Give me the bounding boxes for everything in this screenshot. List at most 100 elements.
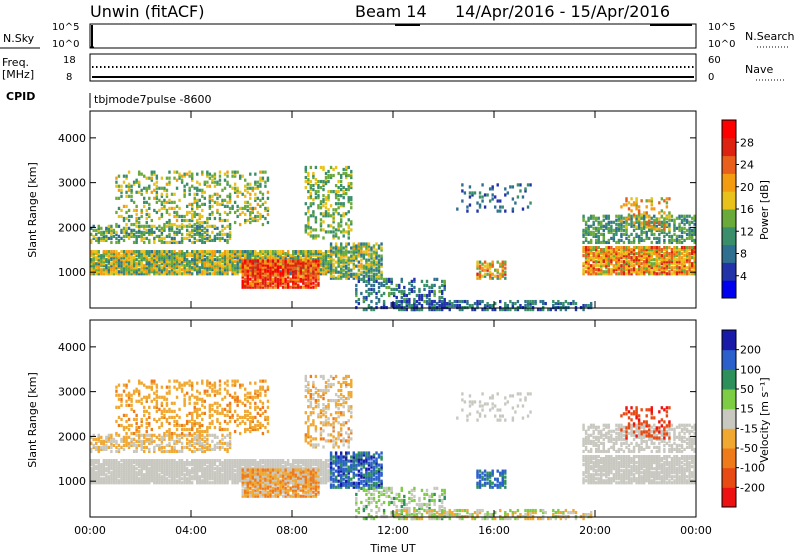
power-cell <box>605 262 608 266</box>
power-cell <box>155 262 159 266</box>
power-y-label: Slant Range [km] <box>26 162 39 258</box>
power-cell <box>228 224 232 228</box>
power-cell <box>180 238 184 243</box>
power-cell <box>206 230 209 234</box>
power-cell <box>688 270 691 274</box>
power-cell <box>198 266 201 270</box>
power-cell <box>347 270 350 274</box>
power-cell <box>587 250 590 254</box>
power-cell <box>163 272 166 276</box>
velocity-cell <box>125 465 128 469</box>
power-cell <box>481 183 484 187</box>
velocity-cell <box>110 475 113 479</box>
power-cell <box>163 236 166 241</box>
power-cell <box>110 240 113 245</box>
power-cell <box>640 245 643 250</box>
power-cell <box>185 232 189 236</box>
power-cell <box>648 219 651 223</box>
power-cell <box>150 258 153 262</box>
power-cell <box>319 179 323 184</box>
power-cell <box>642 238 646 243</box>
power-cell <box>655 245 658 250</box>
power-cell <box>668 218 671 222</box>
velocity-cell <box>112 469 116 473</box>
velocity-cell <box>97 479 100 483</box>
power-cell <box>334 165 338 170</box>
power-cell <box>342 190 345 194</box>
power-cell <box>289 261 292 265</box>
power-cell <box>499 262 502 266</box>
power-cell <box>281 261 285 265</box>
velocity-cell <box>244 461 247 465</box>
power-cell <box>238 254 242 258</box>
power-cell <box>191 252 194 256</box>
power-cell <box>642 266 646 270</box>
power-cell <box>112 252 116 256</box>
power-cell <box>486 193 489 197</box>
power-cell <box>130 228 133 232</box>
power-cell <box>620 234 623 238</box>
power-cell <box>148 270 151 274</box>
power-cell <box>582 228 585 232</box>
power-cell <box>372 274 376 278</box>
power-cell <box>312 212 315 216</box>
power-cell <box>342 185 345 190</box>
power-cell <box>140 272 143 276</box>
power-cell <box>314 267 318 271</box>
power-cell <box>350 228 353 232</box>
power-cell <box>637 264 641 268</box>
power-cell <box>582 245 585 250</box>
power-cell <box>357 250 361 254</box>
power-cell <box>100 258 103 262</box>
velocity-cell <box>95 467 98 471</box>
power-cell <box>642 252 646 256</box>
power-cell <box>241 261 244 265</box>
power-cell <box>135 224 138 228</box>
power-cell <box>264 254 267 258</box>
power-cell <box>483 272 487 276</box>
power-cell <box>398 289 401 294</box>
power-cell <box>350 250 353 254</box>
power-cell <box>226 266 229 270</box>
velocity-cell <box>203 467 207 471</box>
power-cell <box>309 192 313 196</box>
velocity-cell <box>218 481 222 485</box>
power-cell <box>496 268 499 272</box>
velocity-cell <box>233 479 237 483</box>
power-cell <box>370 254 373 258</box>
power-cell <box>370 248 373 252</box>
power-cell <box>183 266 186 270</box>
power-cell <box>297 256 300 260</box>
velocity-cell <box>117 467 121 471</box>
velocity-cell <box>148 463 151 467</box>
power-cell <box>668 234 671 238</box>
power-cell <box>673 245 676 250</box>
power-cell <box>339 204 343 208</box>
power-cell <box>249 202 252 206</box>
power-cell <box>615 250 618 254</box>
power-cell <box>261 271 265 275</box>
power-cell <box>693 214 696 218</box>
power-cell <box>231 258 234 262</box>
power-cell <box>266 275 270 279</box>
power-cell <box>627 250 631 254</box>
power-cell <box>292 281 295 285</box>
power-cell <box>297 252 300 256</box>
power-cell <box>592 260 595 264</box>
power-cell <box>251 188 254 192</box>
power-cell <box>122 234 126 238</box>
velocity-cell <box>170 471 174 475</box>
power-cell <box>178 260 181 264</box>
power-cell <box>375 274 378 278</box>
power-cell <box>622 252 626 256</box>
power-cell <box>266 250 270 254</box>
power-cell <box>228 236 232 241</box>
power-cell <box>390 287 393 292</box>
power-cell <box>183 270 186 274</box>
power-cell <box>468 303 472 308</box>
power-cell <box>180 264 184 268</box>
power-cell <box>612 256 616 260</box>
power-cell <box>605 252 608 256</box>
power-cell <box>244 220 247 225</box>
power-cell <box>249 182 252 186</box>
